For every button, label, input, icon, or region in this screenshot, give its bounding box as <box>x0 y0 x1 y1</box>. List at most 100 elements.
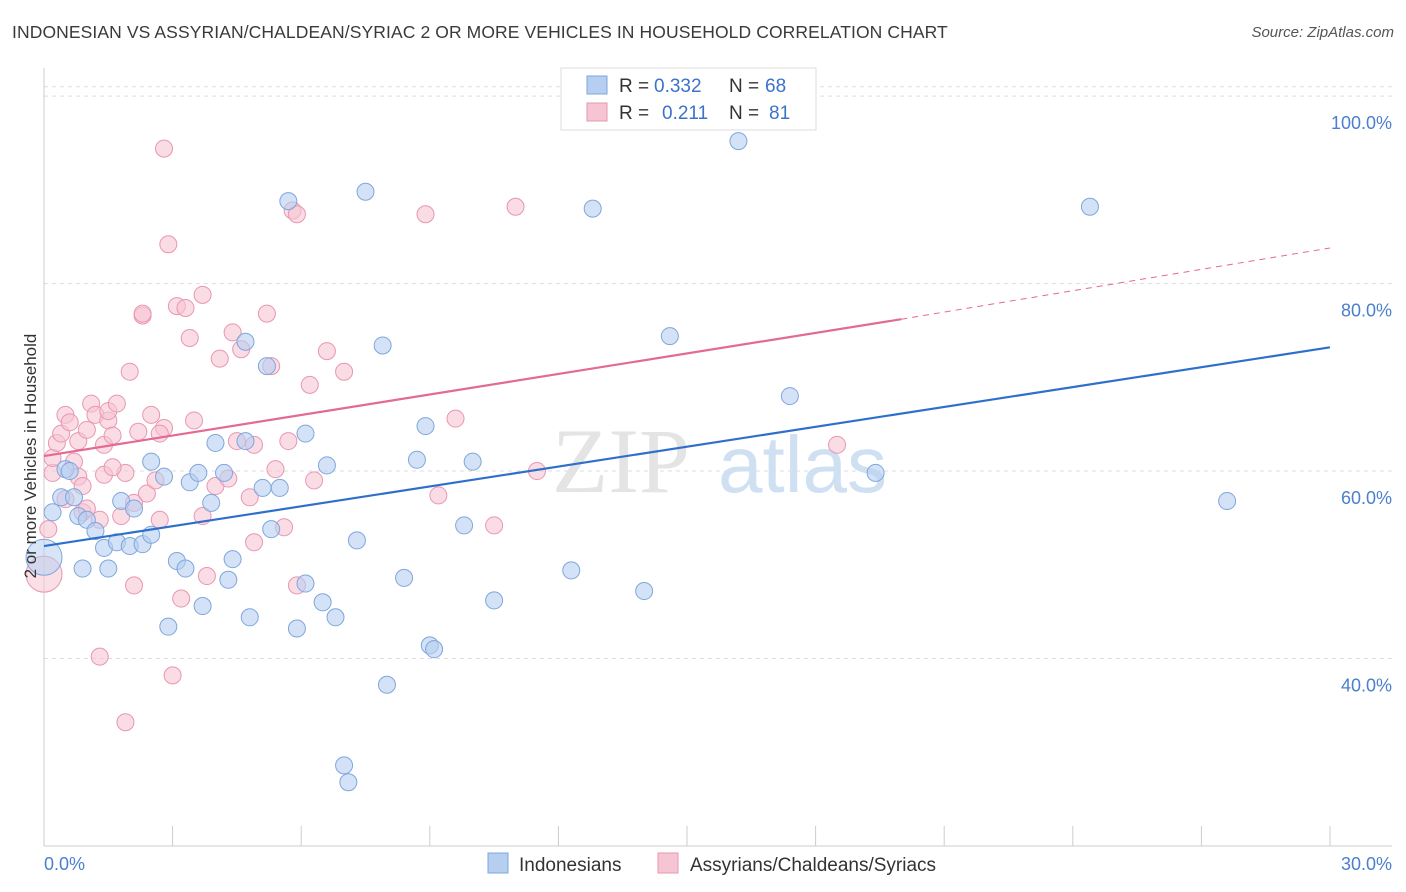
blue-point-44 <box>335 756 354 775</box>
blue-point-17 <box>142 452 161 471</box>
blue-point-32 <box>240 608 259 627</box>
blue-point-1 <box>43 503 62 522</box>
blue-point-28 <box>219 570 238 589</box>
blue-point-34 <box>257 357 276 376</box>
pink-point-65 <box>317 342 336 361</box>
blue-point-30 <box>236 332 255 351</box>
blue-point-24 <box>193 597 212 616</box>
pink-point-63 <box>300 375 319 394</box>
blue-point-54 <box>425 640 444 659</box>
blue-point-36 <box>270 478 289 497</box>
bottom-legend-swatch-blue <box>487 852 509 874</box>
trend-line-indonesians <box>43 346 1331 548</box>
legend-n-label-2: N = <box>729 103 759 124</box>
chart-title: INDONESIAN VS ASSYRIAN/CHALDEAN/SYRIAC 2… <box>12 22 948 42</box>
pink-point-26 <box>116 713 135 732</box>
legend-r-value-1: 0.332 <box>654 76 702 97</box>
series-blue-points <box>25 132 1237 792</box>
blue-point-8 <box>73 559 92 578</box>
pink-point-73 <box>828 435 847 454</box>
bottom-legend-swatch-pink <box>657 852 679 874</box>
pink-point-59 <box>279 432 298 451</box>
source-label: Source: ZipAtlas.com <box>1251 24 1394 41</box>
blue-point-35 <box>262 520 281 539</box>
pink-point-27 <box>120 362 139 381</box>
blue-point-65 <box>1080 197 1099 216</box>
pink-point-64 <box>305 471 324 490</box>
pink-point-39 <box>163 666 182 685</box>
pink-point-8 <box>60 413 79 432</box>
trend-lines <box>43 247 1331 548</box>
legend-n-value-2: 81 <box>769 103 790 124</box>
pink-point-69 <box>446 409 465 428</box>
x-tick-label-min: 0.0% <box>44 854 85 874</box>
pink-point-45 <box>193 285 212 304</box>
pink-point-67 <box>416 205 435 224</box>
pink-point-33 <box>142 405 161 424</box>
pink-point-62 <box>287 205 306 224</box>
blue-point-43 <box>326 608 345 627</box>
pink-point-23 <box>107 394 126 413</box>
blue-point-46 <box>347 531 366 550</box>
pink-point-79 <box>245 533 264 552</box>
blue-point-58 <box>562 561 581 580</box>
blue-point-48 <box>373 336 392 355</box>
blue-point-41 <box>313 593 332 612</box>
pink-point-50 <box>223 323 242 342</box>
blue-point-59 <box>583 199 602 218</box>
pink-point-32 <box>137 484 156 503</box>
pink-point-70 <box>485 516 504 535</box>
legend-swatch-blue <box>586 75 608 95</box>
y-tick-label-40: 40.0% <box>1341 676 1392 696</box>
bottom-legend-label-assyrians: Assyrians/Chaldeans/Syriacs <box>690 855 936 876</box>
legend-n-value-1: 68 <box>765 76 786 97</box>
pink-point-38 <box>159 235 178 254</box>
pink-point-71 <box>506 197 525 216</box>
blue-point-4 <box>65 488 84 507</box>
x-tick-label-max: 30.0% <box>1341 854 1392 874</box>
pink-point-57 <box>266 460 285 479</box>
blue-point-31 <box>236 432 255 451</box>
pink-point-31 <box>133 304 152 323</box>
bottom-legend-label-indonesians: Indonesians <box>519 855 621 876</box>
pink-point-22 <box>103 426 122 445</box>
blue-point-29 <box>223 550 242 569</box>
pink-point-48 <box>210 349 229 368</box>
pink-point-13 <box>77 420 96 439</box>
pink-point-53 <box>240 488 259 507</box>
blue-point-45 <box>339 773 358 792</box>
x-ticks <box>172 826 1331 846</box>
blue-point-52 <box>416 417 435 436</box>
pink-point-55 <box>257 304 276 323</box>
pink-point-1 <box>39 520 58 539</box>
legend-r-label-1: R = <box>619 76 649 97</box>
blue-point-57 <box>485 591 504 610</box>
blue-point-55 <box>455 516 474 535</box>
blue-point-63 <box>780 387 799 406</box>
pink-point-78 <box>103 458 122 477</box>
series-legend: Indonesians Assyrians/Chaldeans/Syriacs <box>487 852 936 876</box>
blue-point-67 <box>60 462 79 481</box>
legend-n-label-1: N = <box>729 76 759 97</box>
blue-point-14 <box>125 499 144 518</box>
blue-point-49 <box>377 675 396 694</box>
grid-lines <box>44 86 1392 660</box>
blue-point-38 <box>287 619 306 638</box>
blue-point-66 <box>1218 492 1237 511</box>
watermark-zip: ZIP <box>552 410 690 512</box>
blue-point-27 <box>215 463 234 482</box>
legend-swatch-pink <box>586 102 608 122</box>
blue-point-60 <box>635 582 654 601</box>
pink-point-42 <box>176 298 195 317</box>
legend-r-value-2: 0.211 <box>662 103 708 124</box>
blue-point-10 <box>99 559 118 578</box>
y-axis-label: 2 or more Vehicles in Household <box>21 334 40 579</box>
blue-point-26 <box>206 433 225 452</box>
blue-point-0 <box>25 538 63 576</box>
blue-point-51 <box>407 450 426 469</box>
blue-point-18 <box>155 467 174 486</box>
pink-point-43 <box>180 328 199 347</box>
y-tick-label-60: 60.0% <box>1341 488 1392 508</box>
y-tick-label-80: 80.0% <box>1341 301 1392 321</box>
